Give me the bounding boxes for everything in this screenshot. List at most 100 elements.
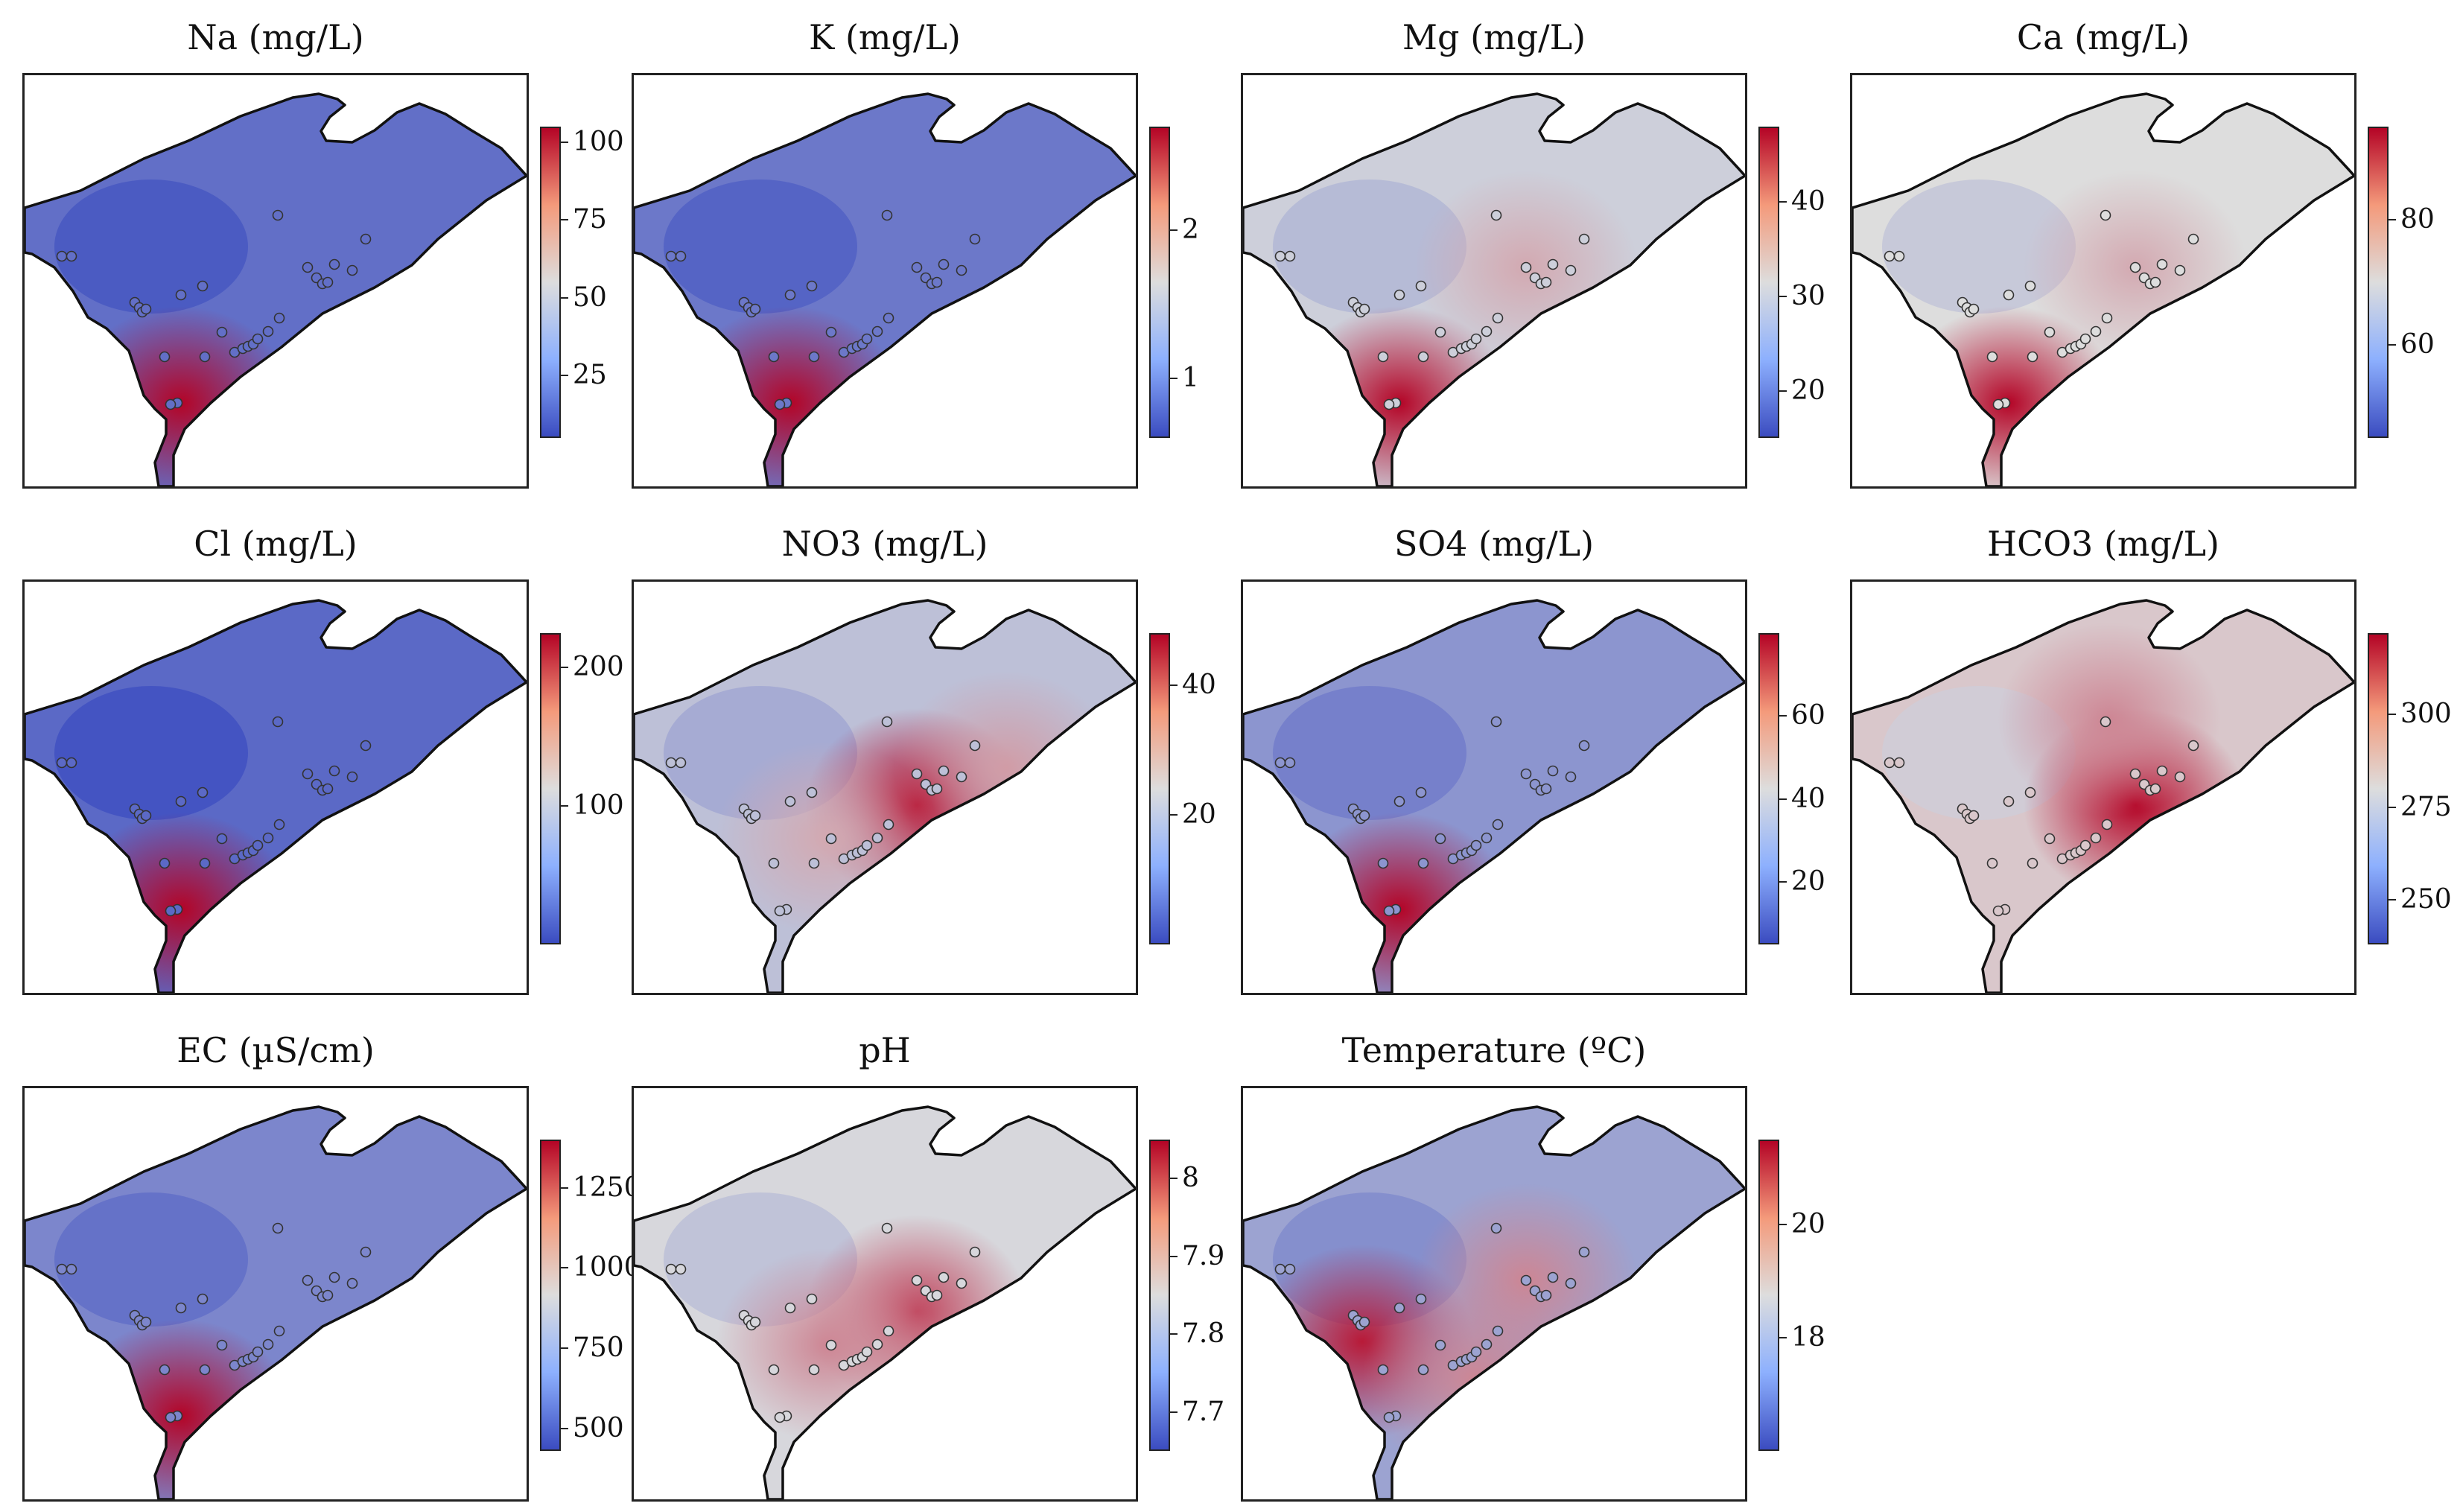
sampling-point (825, 1339, 837, 1351)
interpolated-map (1852, 92, 2354, 486)
map-frame (22, 73, 529, 489)
tick-label: 200 (573, 652, 624, 682)
tick-mark (561, 142, 568, 143)
tick-label: 20 (1791, 375, 1825, 406)
sampling-point (1968, 303, 1980, 315)
tick-label: 300 (2400, 699, 2452, 729)
sampling-point (252, 839, 264, 851)
colorbar-ticks: 500 750 1000 1250 (561, 1140, 641, 1451)
sampling-point (175, 289, 187, 301)
sampling-point (969, 740, 981, 752)
interpolated-map (634, 92, 1136, 486)
sampling-point (1893, 757, 1905, 769)
tick-label: 18 (1791, 1322, 1825, 1353)
sampling-point (883, 1325, 894, 1337)
sampling-point (1274, 250, 1286, 262)
colorbar (2368, 633, 2389, 944)
tick-label: 500 (573, 1413, 624, 1443)
sampling-point (1490, 1222, 1502, 1234)
map-frame (1850, 579, 2356, 995)
panel-title: EC (µS/cm) (177, 1030, 375, 1070)
sampling-point (883, 312, 894, 324)
map-panel-3: Ca (mg/L) 60 80 (1828, 7, 2435, 499)
tick-label: 7.8 (1182, 1318, 1225, 1349)
sampling-point (1417, 857, 1429, 869)
interpolated-map (1243, 92, 1745, 486)
sampling-point (969, 233, 981, 245)
interpolated-surface (1243, 1107, 1745, 1499)
sampling-point (199, 1364, 211, 1376)
interpolated-surface (1852, 94, 2354, 486)
tick-mark (2389, 344, 2396, 346)
sampling-point (346, 1277, 358, 1289)
sampling-point (56, 250, 68, 262)
panel-title: pH (859, 1030, 911, 1070)
sampling-point (302, 1274, 314, 1286)
sampling-point (1492, 312, 1504, 324)
sampling-point (911, 768, 923, 780)
map-panel-1: K (mg/L) 1 2 (609, 7, 1199, 499)
sampling-point (2090, 832, 2102, 844)
colorbar-ticks: 7.7 7.8 7.9 8 (1170, 1140, 1224, 1451)
interpolated-map (1243, 599, 1745, 993)
map-panel-6: SO4 (mg/L) 20 40 60 (1218, 514, 1825, 1006)
study-area-outline (1243, 1105, 1745, 1499)
sampling-point (1434, 833, 1446, 845)
sampling-point (1884, 757, 1895, 769)
tick-label: 250 (2400, 884, 2452, 915)
sampling-point (808, 857, 820, 869)
sampling-point (159, 1364, 171, 1376)
sampling-point (938, 258, 950, 270)
tick-label: 7.9 (1182, 1241, 1225, 1271)
tick-label: 30 (1791, 281, 1825, 311)
tick-label: 100 (573, 790, 624, 821)
sampling-point (273, 312, 285, 324)
sampling-point (272, 1222, 284, 1234)
sampling-point (1490, 716, 1502, 728)
sampling-point (1578, 740, 1590, 752)
map-panel-2: Mg (mg/L) 20 30 40 (1218, 7, 1825, 499)
sampling-point (938, 765, 950, 777)
colorbar (540, 127, 561, 438)
sampling-point (165, 905, 177, 917)
sampling-point (1415, 787, 1427, 798)
sampling-point (1520, 1274, 1532, 1286)
study-area-outline (1243, 599, 1745, 993)
sampling-point (56, 757, 68, 769)
sampling-point (66, 1263, 77, 1275)
map-frame (1850, 73, 2356, 489)
tick-mark (1779, 715, 1787, 717)
sampling-point (252, 333, 264, 345)
sampling-point (197, 280, 209, 292)
sampling-point (1540, 783, 1552, 795)
tick-mark (561, 1428, 568, 1429)
sampling-point (262, 1338, 274, 1350)
sampling-point (1547, 765, 1559, 777)
sampling-point (322, 783, 334, 795)
interpolated-surface (634, 600, 1136, 993)
map-frame (632, 1086, 1138, 1502)
interpolated-surface (25, 600, 527, 993)
sampling-point (1415, 280, 1427, 292)
sampling-point (1470, 839, 1482, 851)
interpolated-surface (634, 94, 1136, 486)
map-panel-10: Temperature (ºC) 18 20 (1218, 1020, 1825, 1512)
sampling-point (1470, 1346, 1482, 1358)
sampling-point (1358, 303, 1370, 315)
sampling-point (825, 326, 837, 338)
tick-label: 750 (573, 1332, 624, 1363)
tick-mark (1170, 1256, 1178, 1257)
interpolated-map (25, 1105, 527, 1499)
sampling-point (165, 1411, 177, 1423)
sampling-point (2174, 264, 2186, 276)
sampling-point (881, 209, 893, 221)
tick-label: 100 (573, 127, 624, 157)
sampling-point (272, 716, 284, 728)
sampling-point (1284, 757, 1296, 769)
sampling-point (273, 1325, 285, 1337)
sampling-point (1415, 1293, 1427, 1305)
tick-mark (1170, 1333, 1178, 1335)
colorbar-ticks: 100 200 (561, 633, 624, 944)
sampling-point (2003, 795, 2015, 807)
sampling-point (774, 398, 786, 410)
